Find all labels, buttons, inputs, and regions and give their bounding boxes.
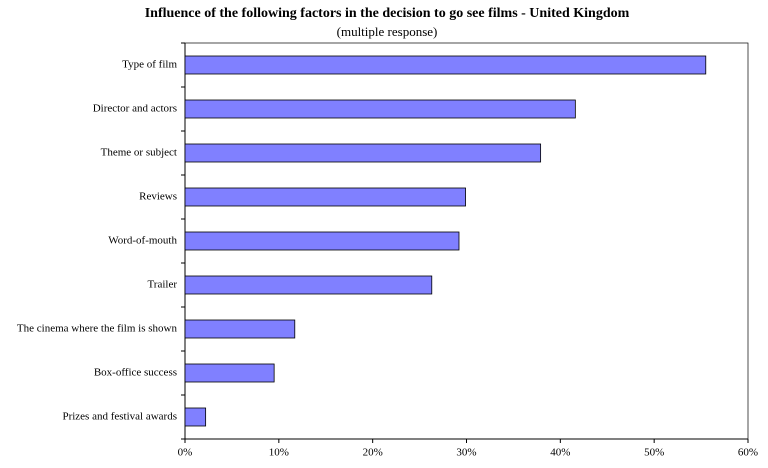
bar [184,363,275,383]
bar [184,231,460,251]
x-tick-label: 30% [456,447,476,459]
y-tick-label: Box-office success [94,367,177,379]
y-tick-label: Type of film [122,59,177,71]
x-tick-label: 20% [363,447,383,459]
bar [184,407,207,427]
y-tick-label: Trailer [147,279,177,291]
y-tick-label: Director and actors [93,103,177,115]
x-tick-label: 50% [644,447,664,459]
bar [184,55,707,75]
y-tick-label: Theme or subject [101,147,177,159]
y-tick-label: The cinema where the film is shown [17,323,178,335]
bar [184,275,433,295]
x-tick-label: 60% [738,447,758,459]
y-tick-label: Word-of-mouth [108,235,177,247]
bar [184,187,466,207]
bar [184,319,296,339]
x-tick-label: 0% [178,447,193,459]
chart-subtitle: (multiple response) [337,24,438,39]
y-tick-label: Prizes and festival awards [62,411,177,423]
chart-title: Influence of the following factors in th… [145,6,630,21]
x-tick-label: 40% [550,447,570,459]
bar [184,143,542,163]
bar [184,99,576,119]
y-tick-label: Reviews [139,191,177,203]
x-tick-label: 10% [269,447,289,459]
